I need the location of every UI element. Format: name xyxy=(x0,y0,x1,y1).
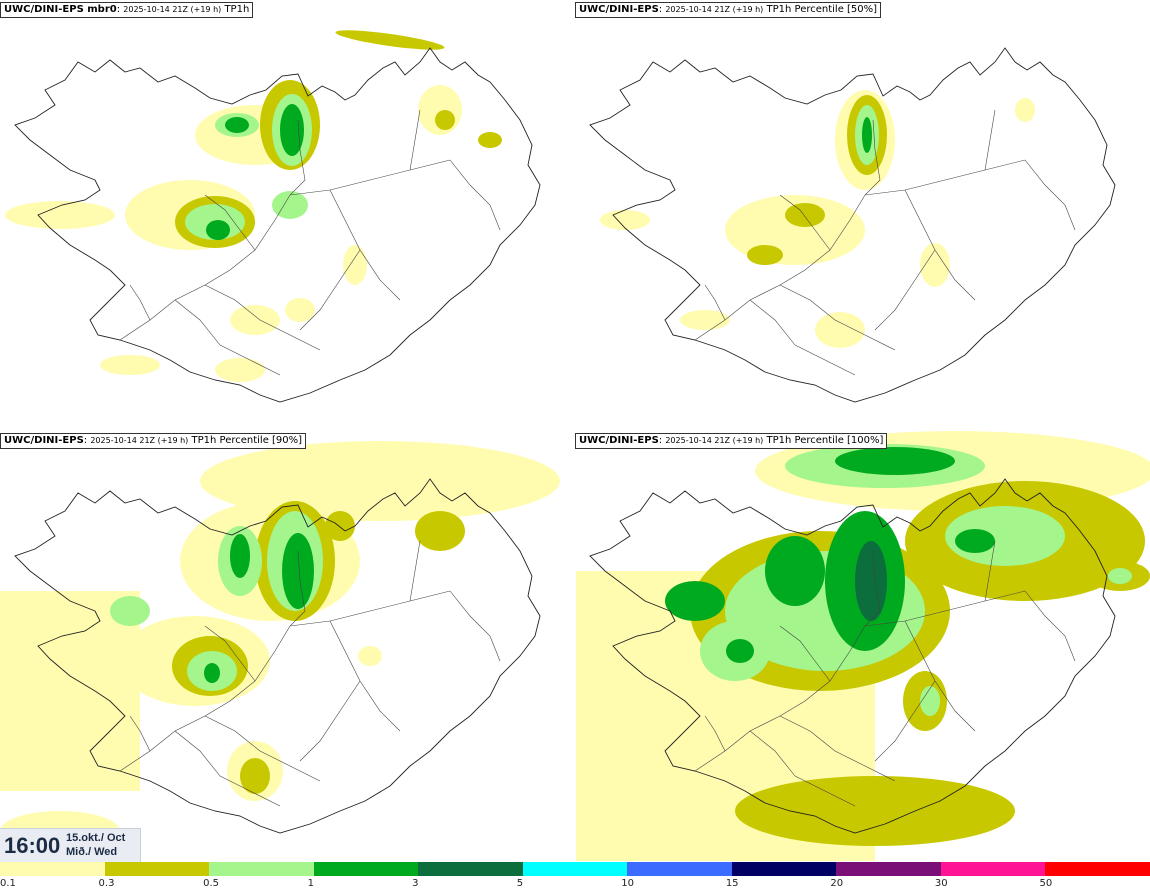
map-panel-p50: UWC/DINI-EPS: 2025-10-14 21Z (+19 h) TP1… xyxy=(575,0,1150,430)
legend-swatch xyxy=(836,862,943,876)
legend-swatch xyxy=(418,862,525,876)
run-time: 2025-10-14 21Z (+19 h) xyxy=(90,436,189,445)
legend-swatch xyxy=(1045,862,1150,876)
legend-swatch xyxy=(104,862,211,876)
panel-title: UWC/DINI-EPS: 2025-10-14 21Z (+19 h) TP1… xyxy=(575,433,888,449)
legend-label: 15 xyxy=(725,878,739,889)
valid-date: 15.okt./ Oct xyxy=(66,832,126,844)
run-time: 2025-10-14 21Z (+19 h) xyxy=(665,436,764,445)
field-name: TP1h Percentile [50%] xyxy=(766,4,878,15)
precip-map-p50 xyxy=(589,47,1116,403)
field-name: TP1h xyxy=(224,4,250,15)
legend-label: 0.5 xyxy=(203,878,219,889)
legend-swatch xyxy=(522,862,629,876)
run-time: 2025-10-14 21Z (+19 h) xyxy=(123,5,222,14)
legend-swatch xyxy=(0,862,106,876)
precip-map-p100 xyxy=(575,431,1150,861)
legend-label: 5 xyxy=(516,878,524,889)
map-panel-p100: UWC/DINI-EPS: 2025-10-14 21Z (+19 h) TP1… xyxy=(575,431,1150,861)
legend-label: 50 xyxy=(1039,878,1053,889)
legend-label: 3 xyxy=(412,878,419,889)
model-name: UWC/DINI-EPS xyxy=(4,435,84,446)
legend-label: 1 xyxy=(307,878,314,889)
legend-swatch xyxy=(731,862,838,876)
map-panel-mbr0: UWC/DINI-EPS mbr0: 2025-10-14 21Z (+19 h… xyxy=(0,0,575,430)
legend-label: 0.1 xyxy=(0,878,16,889)
legend-label: 10 xyxy=(621,878,634,889)
precip-map-mbr0 xyxy=(5,30,541,403)
valid-weekday: Mið./ Wed xyxy=(66,846,118,858)
legend-label: 30 xyxy=(934,878,948,889)
legend-swatch xyxy=(209,862,316,876)
legend-label: 20 xyxy=(830,878,844,889)
valid-time: 16:00 xyxy=(4,833,61,858)
map-panel-p90: UWC/DINI-EPS: 2025-10-14 21Z (+19 h) TP1… xyxy=(0,431,575,861)
field-name: TP1h Percentile [90%] xyxy=(191,435,303,446)
model-name: UWC/DINI-EPS mbr0 xyxy=(4,4,117,15)
panel-title: UWC/DINI-EPS mbr0: 2025-10-14 21Z (+19 h… xyxy=(0,2,254,18)
precip-map-p90 xyxy=(0,441,560,851)
panel-title: UWC/DINI-EPS: 2025-10-14 21Z (+19 h) TP1… xyxy=(0,433,307,449)
model-name: UWC/DINI-EPS xyxy=(579,4,659,15)
field-name: TP1h Percentile [100%] xyxy=(766,435,884,446)
legend-label: 0.3 xyxy=(98,878,115,889)
panel-divider xyxy=(574,0,576,862)
legend-swatch xyxy=(940,862,1047,876)
panel-title: UWC/DINI-EPS: 2025-10-14 21Z (+19 h) TP1… xyxy=(575,2,882,18)
precip-legend: 0.1 0.3 0.5 1 3 5 10 15 20 30 50 xyxy=(0,862,1150,891)
legend-swatch xyxy=(627,862,734,876)
model-name: UWC/DINI-EPS xyxy=(579,435,659,446)
legend-swatch xyxy=(313,862,420,876)
run-time: 2025-10-14 21Z (+19 h) xyxy=(665,5,764,14)
valid-time-box: 16:00 15.okt./ Oct Mið./ Wed xyxy=(0,828,141,862)
